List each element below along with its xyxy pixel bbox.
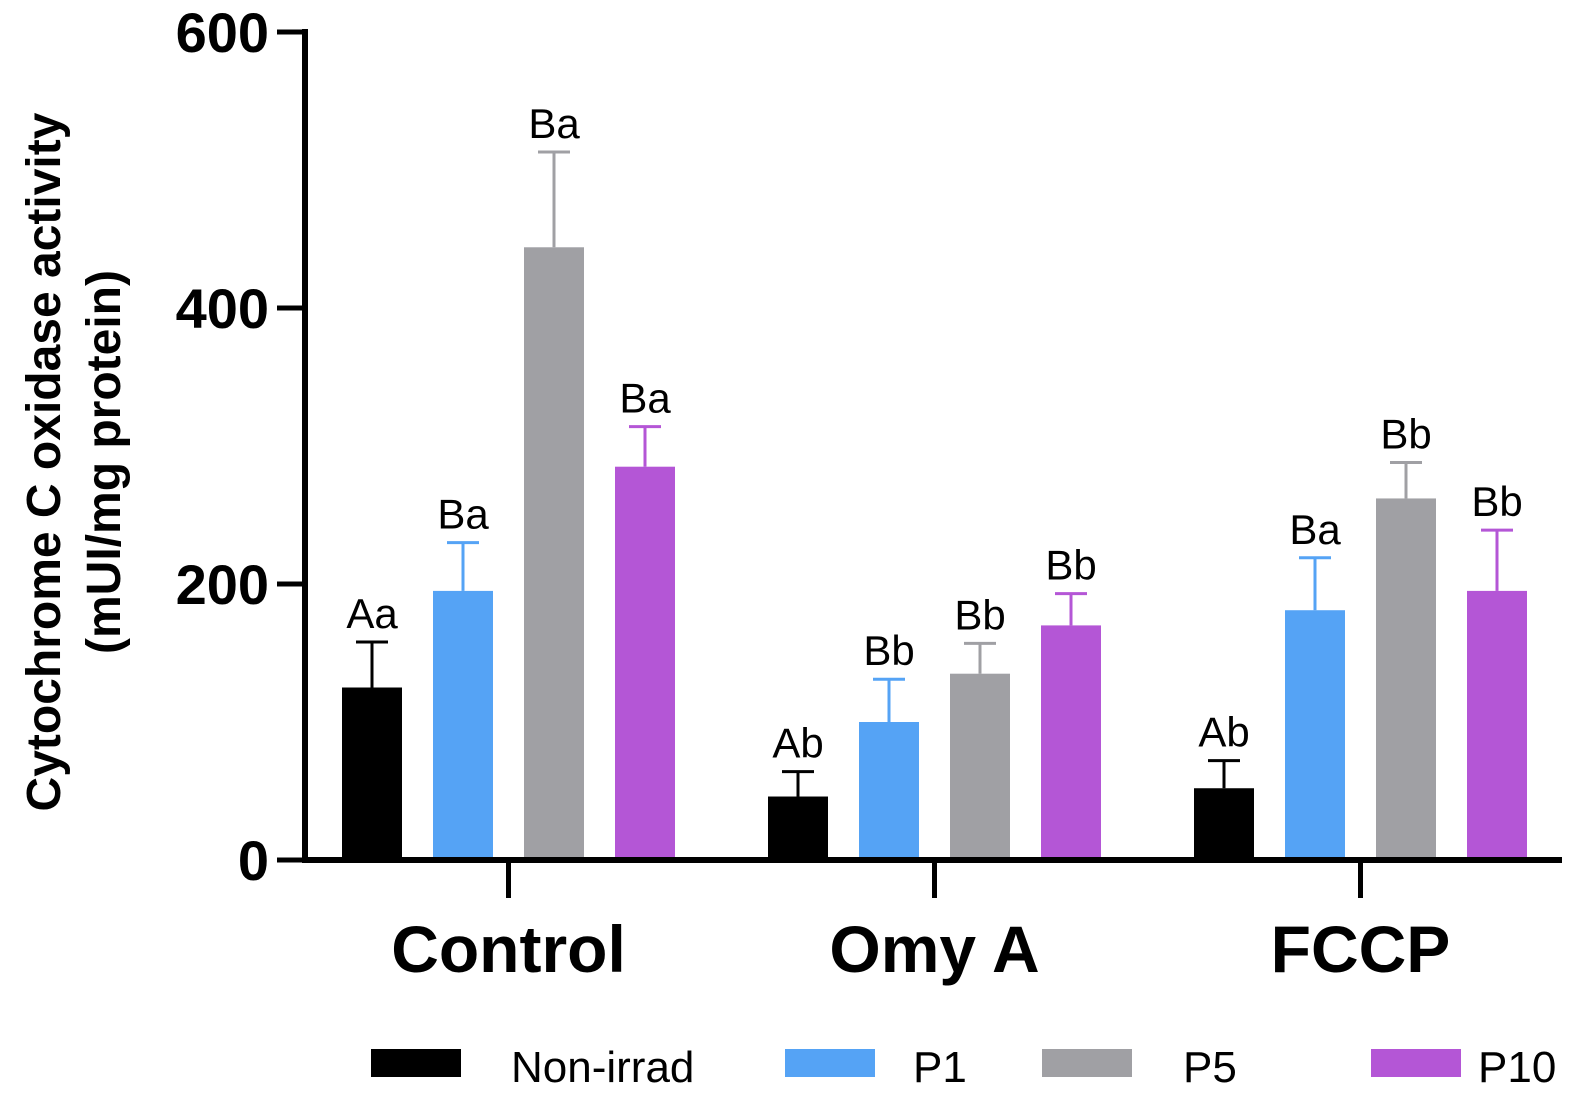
legend-swatch-p1 — [785, 1049, 875, 1077]
bar-p1-control — [433, 590, 493, 860]
error-bar-p5-control — [538, 150, 570, 248]
x-tick-label: FCCP — [1271, 912, 1451, 986]
significance-label-p1-fccp: Ba — [1289, 506, 1341, 553]
significance-label-non-irrad-fccp: Ab — [1198, 709, 1249, 756]
y-axis-title-line2: (mUI/mg protein) — [78, 270, 131, 654]
bar-non-irrad-control — [342, 687, 402, 860]
bar-p10-control — [615, 466, 675, 860]
error-bar-p1-control — [447, 541, 479, 591]
error-bar-non-irrad-omy-a — [782, 770, 814, 797]
bar-p5-control — [524, 247, 584, 860]
bar-p5-omy-a — [950, 673, 1010, 860]
bar-non-irrad-fccp — [1194, 788, 1254, 860]
legend-item-p1: P1 — [785, 1043, 967, 1092]
error-bar-non-irrad-control — [356, 640, 388, 688]
significance-label-p1-omy-a: Bb — [863, 627, 914, 674]
error-bar-non-irrad-fccp — [1208, 759, 1240, 789]
y-tick-label: 0 — [238, 829, 269, 892]
legend-label-p1: P1 — [913, 1043, 967, 1092]
significance-label-non-irrad-omy-a: Ab — [772, 720, 823, 767]
error-bar-p5-omy-a — [964, 641, 996, 674]
y-tick-label: 600 — [176, 1, 269, 64]
y-axis-title-line1: Cytochrome C oxidase activity — [18, 112, 71, 811]
significance-label-p5-omy-a: Bb — [954, 591, 1005, 638]
legend-item-non-irrad: Non-irrad — [371, 1043, 694, 1092]
bar-p1-fccp — [1285, 610, 1345, 860]
bar-non-irrad-omy-a — [768, 796, 828, 860]
legend-item-p10: P10 — [1371, 1043, 1556, 1092]
bar-p1-omy-a — [859, 722, 919, 860]
error-bar-p10-fccp — [1481, 528, 1513, 591]
y-tick-label: 400 — [176, 277, 269, 340]
bar-p5-fccp — [1376, 498, 1436, 860]
legend-swatch-p10 — [1371, 1049, 1461, 1077]
legend-swatch-non-irrad — [371, 1049, 461, 1077]
y-tick-label: 200 — [176, 553, 269, 616]
legend-label-p5: P5 — [1183, 1043, 1237, 1092]
x-tick-label: Omy A — [829, 912, 1039, 986]
x-tick-label: Control — [391, 912, 626, 986]
error-bar-p10-control — [629, 425, 661, 467]
error-bar-p1-fccp — [1299, 556, 1331, 611]
bar-p10-omy-a — [1041, 625, 1101, 860]
legend-item-p5: P5 — [1042, 1043, 1237, 1092]
significance-label-non-irrad-control: Aa — [346, 590, 398, 637]
bar-p10-fccp — [1467, 590, 1527, 860]
error-bar-p5-fccp — [1390, 461, 1422, 499]
significance-label-p10-control: Ba — [619, 375, 671, 422]
legend-label-p10: P10 — [1478, 1043, 1556, 1092]
error-bar-p10-omy-a — [1055, 592, 1087, 626]
significance-label-p10-fccp: Bb — [1471, 478, 1522, 525]
significance-label-p5-fccp: Bb — [1380, 411, 1431, 458]
y-axis-title: Cytochrome C oxidase activity (mUI/mg pr… — [18, 112, 131, 811]
significance-label-p1-control: Ba — [437, 491, 489, 538]
error-bar-p1-omy-a — [873, 677, 905, 722]
legend-swatch-p5 — [1042, 1049, 1132, 1077]
legend-label-non-irrad: Non-irrad — [511, 1043, 694, 1092]
significance-label-p5-control: Ba — [528, 100, 580, 147]
significance-label-p10-omy-a: Bb — [1045, 542, 1096, 589]
